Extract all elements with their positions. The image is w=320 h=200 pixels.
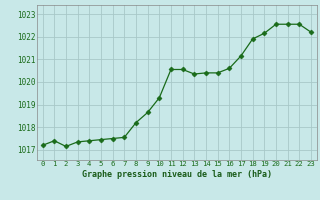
X-axis label: Graphe pression niveau de la mer (hPa): Graphe pression niveau de la mer (hPa) bbox=[82, 170, 272, 179]
